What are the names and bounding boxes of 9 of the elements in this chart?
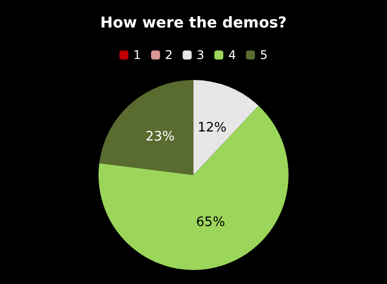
legend-label: 5: [260, 48, 268, 62]
data-label: 23%: [146, 130, 175, 145]
data-label: 12%: [198, 120, 227, 136]
chart-title: How were the demos?: [100, 14, 287, 32]
legend-label: 1: [133, 48, 142, 62]
legend-label: 4: [228, 48, 236, 62]
legend-label: 2: [165, 48, 173, 62]
legend-label: 3: [196, 48, 204, 62]
data-label: 65%: [196, 215, 226, 230]
